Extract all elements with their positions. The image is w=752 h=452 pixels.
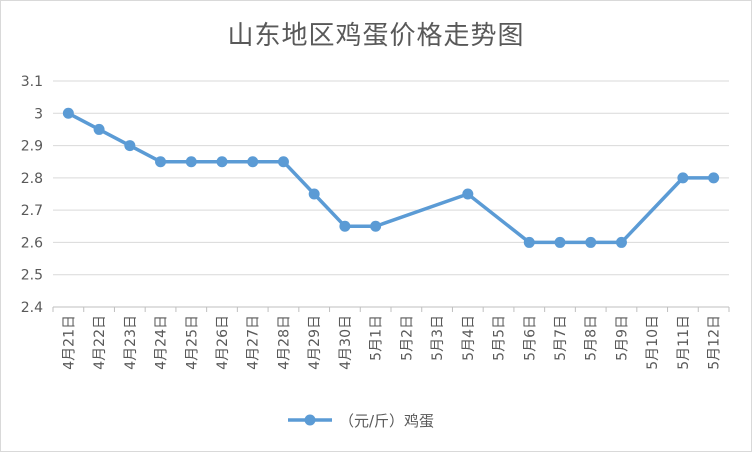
legend: （元/斤）鸡蛋 bbox=[288, 412, 434, 430]
x-tick-label: 5月6日 bbox=[522, 315, 538, 361]
data-point bbox=[615, 236, 627, 248]
x-tick-label: 5月12日 bbox=[707, 315, 723, 370]
y-tick-label: 2.9 bbox=[21, 139, 43, 155]
y-axis-ticks: 2.4 2.5 2.6 2.7 2.8 2.9 3 3.1 bbox=[21, 74, 43, 316]
x-tick-label: 4月26日 bbox=[215, 315, 231, 370]
data-point bbox=[247, 156, 259, 168]
data-point bbox=[554, 236, 566, 248]
x-tick-label: 4月28日 bbox=[276, 315, 292, 370]
x-tick-label: 4月25日 bbox=[184, 315, 200, 370]
x-tick-label: 4月29日 bbox=[307, 315, 323, 370]
x-tick-label: 5月9日 bbox=[614, 315, 630, 361]
y-tick-label: 2.8 bbox=[21, 171, 43, 187]
data-point bbox=[370, 220, 382, 232]
series-layer bbox=[62, 107, 720, 248]
x-tick-label: 5月8日 bbox=[584, 315, 600, 361]
data-point bbox=[62, 107, 74, 119]
y-tick-label: 3 bbox=[34, 106, 43, 122]
data-point bbox=[277, 156, 289, 168]
data-point bbox=[339, 220, 351, 232]
data-point bbox=[155, 156, 167, 168]
data-point bbox=[308, 188, 320, 200]
x-tick-label: 5月1日 bbox=[369, 315, 385, 361]
x-tick-label: 4月27日 bbox=[246, 315, 262, 370]
x-tick-label: 5月4日 bbox=[461, 315, 477, 361]
data-point bbox=[677, 172, 689, 184]
legend-label: （元/斤）鸡蛋 bbox=[339, 412, 434, 430]
x-tick-label: 4月23日 bbox=[123, 315, 139, 370]
data-point bbox=[523, 236, 535, 248]
x-tick-label: 4月22日 bbox=[92, 315, 108, 370]
y-tick-label: 3.1 bbox=[21, 74, 43, 90]
x-tick-label: 5月5日 bbox=[492, 315, 508, 361]
x-tick-label: 4月30日 bbox=[338, 315, 354, 370]
x-tick-label: 4月24日 bbox=[154, 315, 170, 370]
x-tick-label: 5月2日 bbox=[399, 315, 415, 361]
data-point bbox=[124, 140, 136, 152]
x-tick-label: 5月11日 bbox=[676, 315, 692, 370]
legend-marker bbox=[304, 414, 316, 426]
x-tick-label: 5月3日 bbox=[430, 315, 446, 361]
data-point bbox=[708, 172, 720, 184]
data-point bbox=[462, 188, 474, 200]
data-point bbox=[216, 156, 228, 168]
y-tick-label: 2.7 bbox=[21, 203, 43, 219]
x-axis-ticks: 4月21日 4月22日 4月23日 4月24日 4月25日 4月26日 4月27日 4月28日… bbox=[52, 307, 730, 370]
x-tick-label: 5月10日 bbox=[645, 315, 661, 370]
y-tick-label: 2.6 bbox=[21, 235, 43, 251]
data-point bbox=[185, 156, 197, 168]
x-tick-label: 4月21日 bbox=[61, 315, 77, 370]
data-point bbox=[93, 123, 105, 135]
y-tick-label: 2.4 bbox=[21, 300, 43, 316]
x-tick-label: 5月7日 bbox=[553, 315, 569, 361]
grid-lines bbox=[53, 80, 729, 308]
data-point bbox=[585, 236, 597, 248]
y-tick-label: 2.5 bbox=[21, 268, 43, 284]
chart-title: 山东地区鸡蛋价格走势图 bbox=[227, 21, 525, 51]
